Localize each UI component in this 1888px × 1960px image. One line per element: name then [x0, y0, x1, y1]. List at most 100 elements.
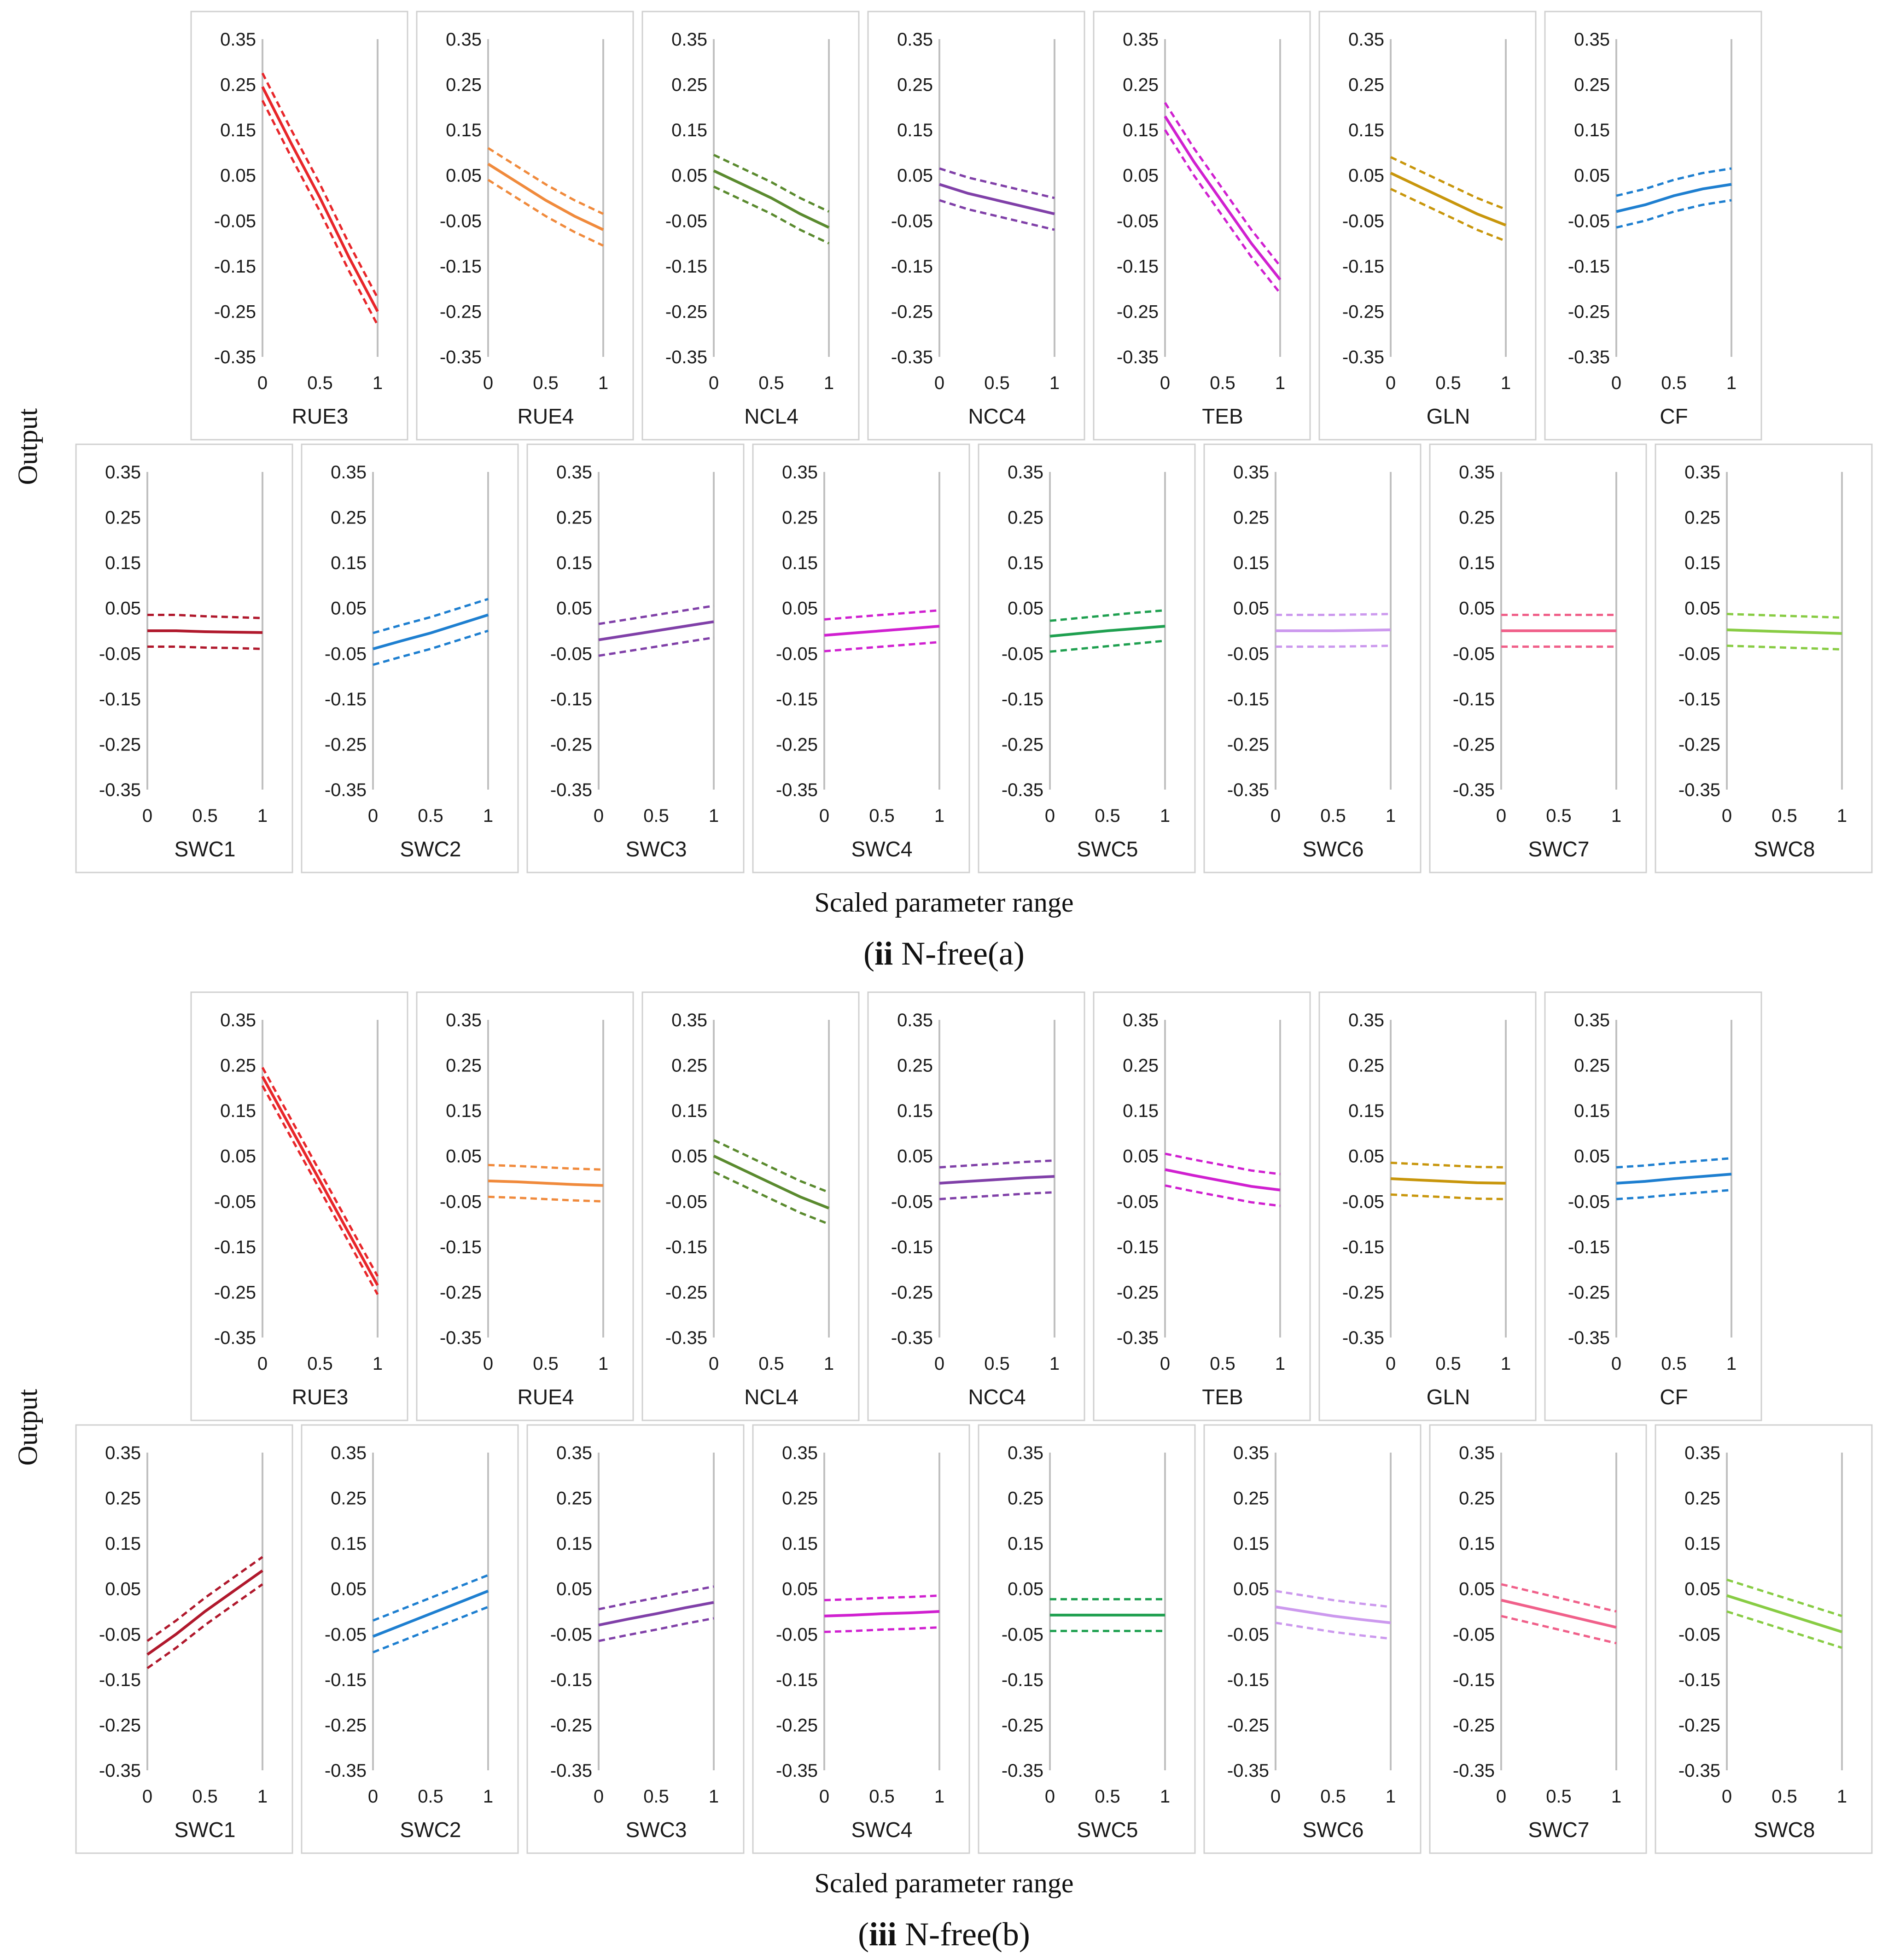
y-tick-label: -0.25	[550, 1715, 592, 1735]
panel-border	[1318, 991, 1537, 1421]
y-tick-label: 0.15	[1574, 120, 1610, 140]
y-tick-label: 0.05	[1008, 1579, 1043, 1599]
y-tick-label: -0.35	[99, 780, 141, 800]
panel-swc1: 0.35 0.25 0.15 0.05 -0.05 -0.15 -0.25 -0.350 0.5…	[75, 1424, 293, 1854]
mean-line-swc4	[824, 1610, 940, 1617]
panel-border	[1655, 1424, 1873, 1854]
y-tick-label: -0.05	[1678, 644, 1720, 664]
panel-border	[1093, 11, 1311, 441]
x-tick-label: 0.5	[418, 1786, 443, 1807]
panel-border	[1544, 11, 1762, 441]
upper-bound-line-swc5	[1049, 609, 1165, 622]
y-tick-label: -0.05	[1227, 1624, 1269, 1645]
x-tick-label: 1	[709, 1786, 719, 1807]
x-tick-label: 0.5	[869, 806, 895, 826]
y-tick-label: -0.35	[1002, 1761, 1043, 1781]
x-tick-label: 1	[1611, 806, 1621, 826]
x-tick-label: 0.5	[643, 1786, 669, 1807]
parameter-label: NCL4	[744, 404, 798, 428]
y-tick-label: -0.05	[1002, 1624, 1043, 1645]
y-tick-label: -0.15	[891, 1237, 933, 1257]
y-tick-label: 0.35	[782, 1443, 818, 1463]
y-tick-label: -0.15	[214, 1237, 256, 1257]
parameter-label: CF	[1660, 404, 1688, 428]
mean-line-gln	[1390, 172, 1507, 227]
y-tick-label: -0.15	[665, 256, 707, 277]
y-tick-label: 0.25	[1684, 1489, 1720, 1509]
panel-border	[301, 443, 519, 873]
parameter-label: SWC7	[1528, 837, 1590, 861]
parameter-label: SWC1	[175, 1818, 236, 1842]
y-tick-label: 0.35	[1233, 1443, 1269, 1463]
upper-bound-line-ncc4	[939, 167, 1055, 199]
upper-bound-line-swc6	[1276, 613, 1391, 616]
y-tick-label: -0.35	[1678, 1761, 1720, 1781]
y-tick-label: 0.35	[897, 29, 933, 50]
y-tick-label: 0.05	[782, 1579, 818, 1599]
upper-bound-line-swc3	[598, 1585, 714, 1611]
mean-line-ncl4	[713, 169, 830, 229]
x-tick-label: 1	[483, 1786, 493, 1807]
x-tick-label: 1	[598, 373, 608, 393]
upper-bound-line-ncl4	[713, 1139, 829, 1193]
y-tick-label: -0.15	[325, 689, 367, 710]
mean-line-swc6	[1275, 1605, 1391, 1624]
panel-swc8: 0.35 0.25 0.15 0.05 -0.05 -0.15 -0.25 -0.350 0.5…	[1655, 1424, 1873, 1854]
x-tick-label: 1	[1049, 1354, 1060, 1374]
y-axis-title-iii: Output	[12, 1389, 43, 1466]
x-tick-label: 1	[598, 1354, 608, 1374]
y-tick-label: -0.35	[325, 1761, 367, 1781]
y-tick-label: -0.05	[550, 644, 592, 664]
y-tick-label: -0.25	[440, 1282, 482, 1303]
y-tick-label: -0.35	[440, 1328, 482, 1348]
lower-bound-line-gln	[1390, 188, 1506, 242]
x-tick-label: 0.5	[1095, 1786, 1120, 1807]
upper-bound-line-swc3	[598, 605, 714, 625]
panel-swc8: 0.35 0.25 0.15 0.05 -0.05 -0.15 -0.25 -0.350 0.5…	[1655, 443, 1873, 873]
x-tick-label: 0.5	[533, 373, 559, 393]
y-tick-label: 0.35	[446, 1010, 482, 1030]
parameter-label: RUE3	[292, 1385, 349, 1409]
panel-block-ii: 0.350.250.150.05-0.05-0.15-0.25-0.350 0.5…	[75, 11, 1873, 873]
panel-border	[1203, 443, 1422, 873]
y-tick-label: -0.35	[1568, 1328, 1610, 1348]
y-tick-label: -0.35	[550, 1761, 592, 1781]
y-tick-label: 0.35	[446, 29, 482, 50]
x-tick-label: 0	[1611, 1354, 1621, 1374]
x-tick-label: 1	[1837, 1786, 1847, 1807]
panel-ncc4: 0.35 0.25 0.15 0.05 -0.05 -0.15 -0.25 -0.350 0.5…	[867, 991, 1085, 1421]
y-tick-label: -0.05	[1002, 644, 1043, 664]
parameter-label: SWC7	[1528, 1818, 1590, 1842]
lower-bound-line-ncl4	[713, 1170, 829, 1225]
panel-gln: 0.35 0.25 0.15 0.05 -0.05 -0.15 -0.25 -0.350 0.5…	[1318, 991, 1537, 1421]
y-tick-label: 0.35	[1459, 1443, 1495, 1463]
y-tick-label: -0.35	[1678, 780, 1720, 800]
y-tick-label: 0.35	[220, 1010, 256, 1030]
x-tick-label: 0	[142, 1786, 152, 1807]
y-tick-label: -0.25	[1342, 302, 1384, 322]
mean-line-cf	[1616, 1173, 1732, 1185]
parameter-label: NCC4	[968, 1385, 1026, 1409]
y-tick-label: -0.35	[325, 780, 367, 800]
y-tick-label: 0.35	[782, 462, 818, 483]
x-tick-label: 1	[1837, 806, 1847, 826]
y-tick-label: -0.35	[440, 347, 482, 367]
y-tick-label: -0.25	[1002, 1715, 1043, 1735]
panel-border	[1429, 1424, 1647, 1854]
x-tick-label: 0.5	[192, 1786, 218, 1807]
parameter-label: TEB	[1202, 1385, 1243, 1409]
y-axis-title-ii: Output	[12, 408, 43, 485]
mean-line-ncc4	[939, 183, 1055, 215]
y-tick-label: 0.05	[220, 1146, 256, 1167]
lower-bound-line-rue3	[261, 1085, 379, 1295]
y-tick-label: -0.25	[325, 1715, 367, 1735]
mean-line-swc6	[1276, 628, 1391, 632]
y-tick-label: 0.25	[1574, 1056, 1610, 1076]
y-tick-label: 0.15	[220, 1101, 256, 1121]
y-tick-label: -0.35	[1342, 347, 1384, 367]
y-tick-label: 0.15	[105, 553, 141, 573]
y-tick-label: -0.05	[1453, 644, 1495, 664]
lower-bound-line-swc1	[146, 1583, 263, 1669]
y-tick-label: -0.15	[1227, 1670, 1269, 1690]
x-tick-label: 0	[819, 1786, 829, 1807]
